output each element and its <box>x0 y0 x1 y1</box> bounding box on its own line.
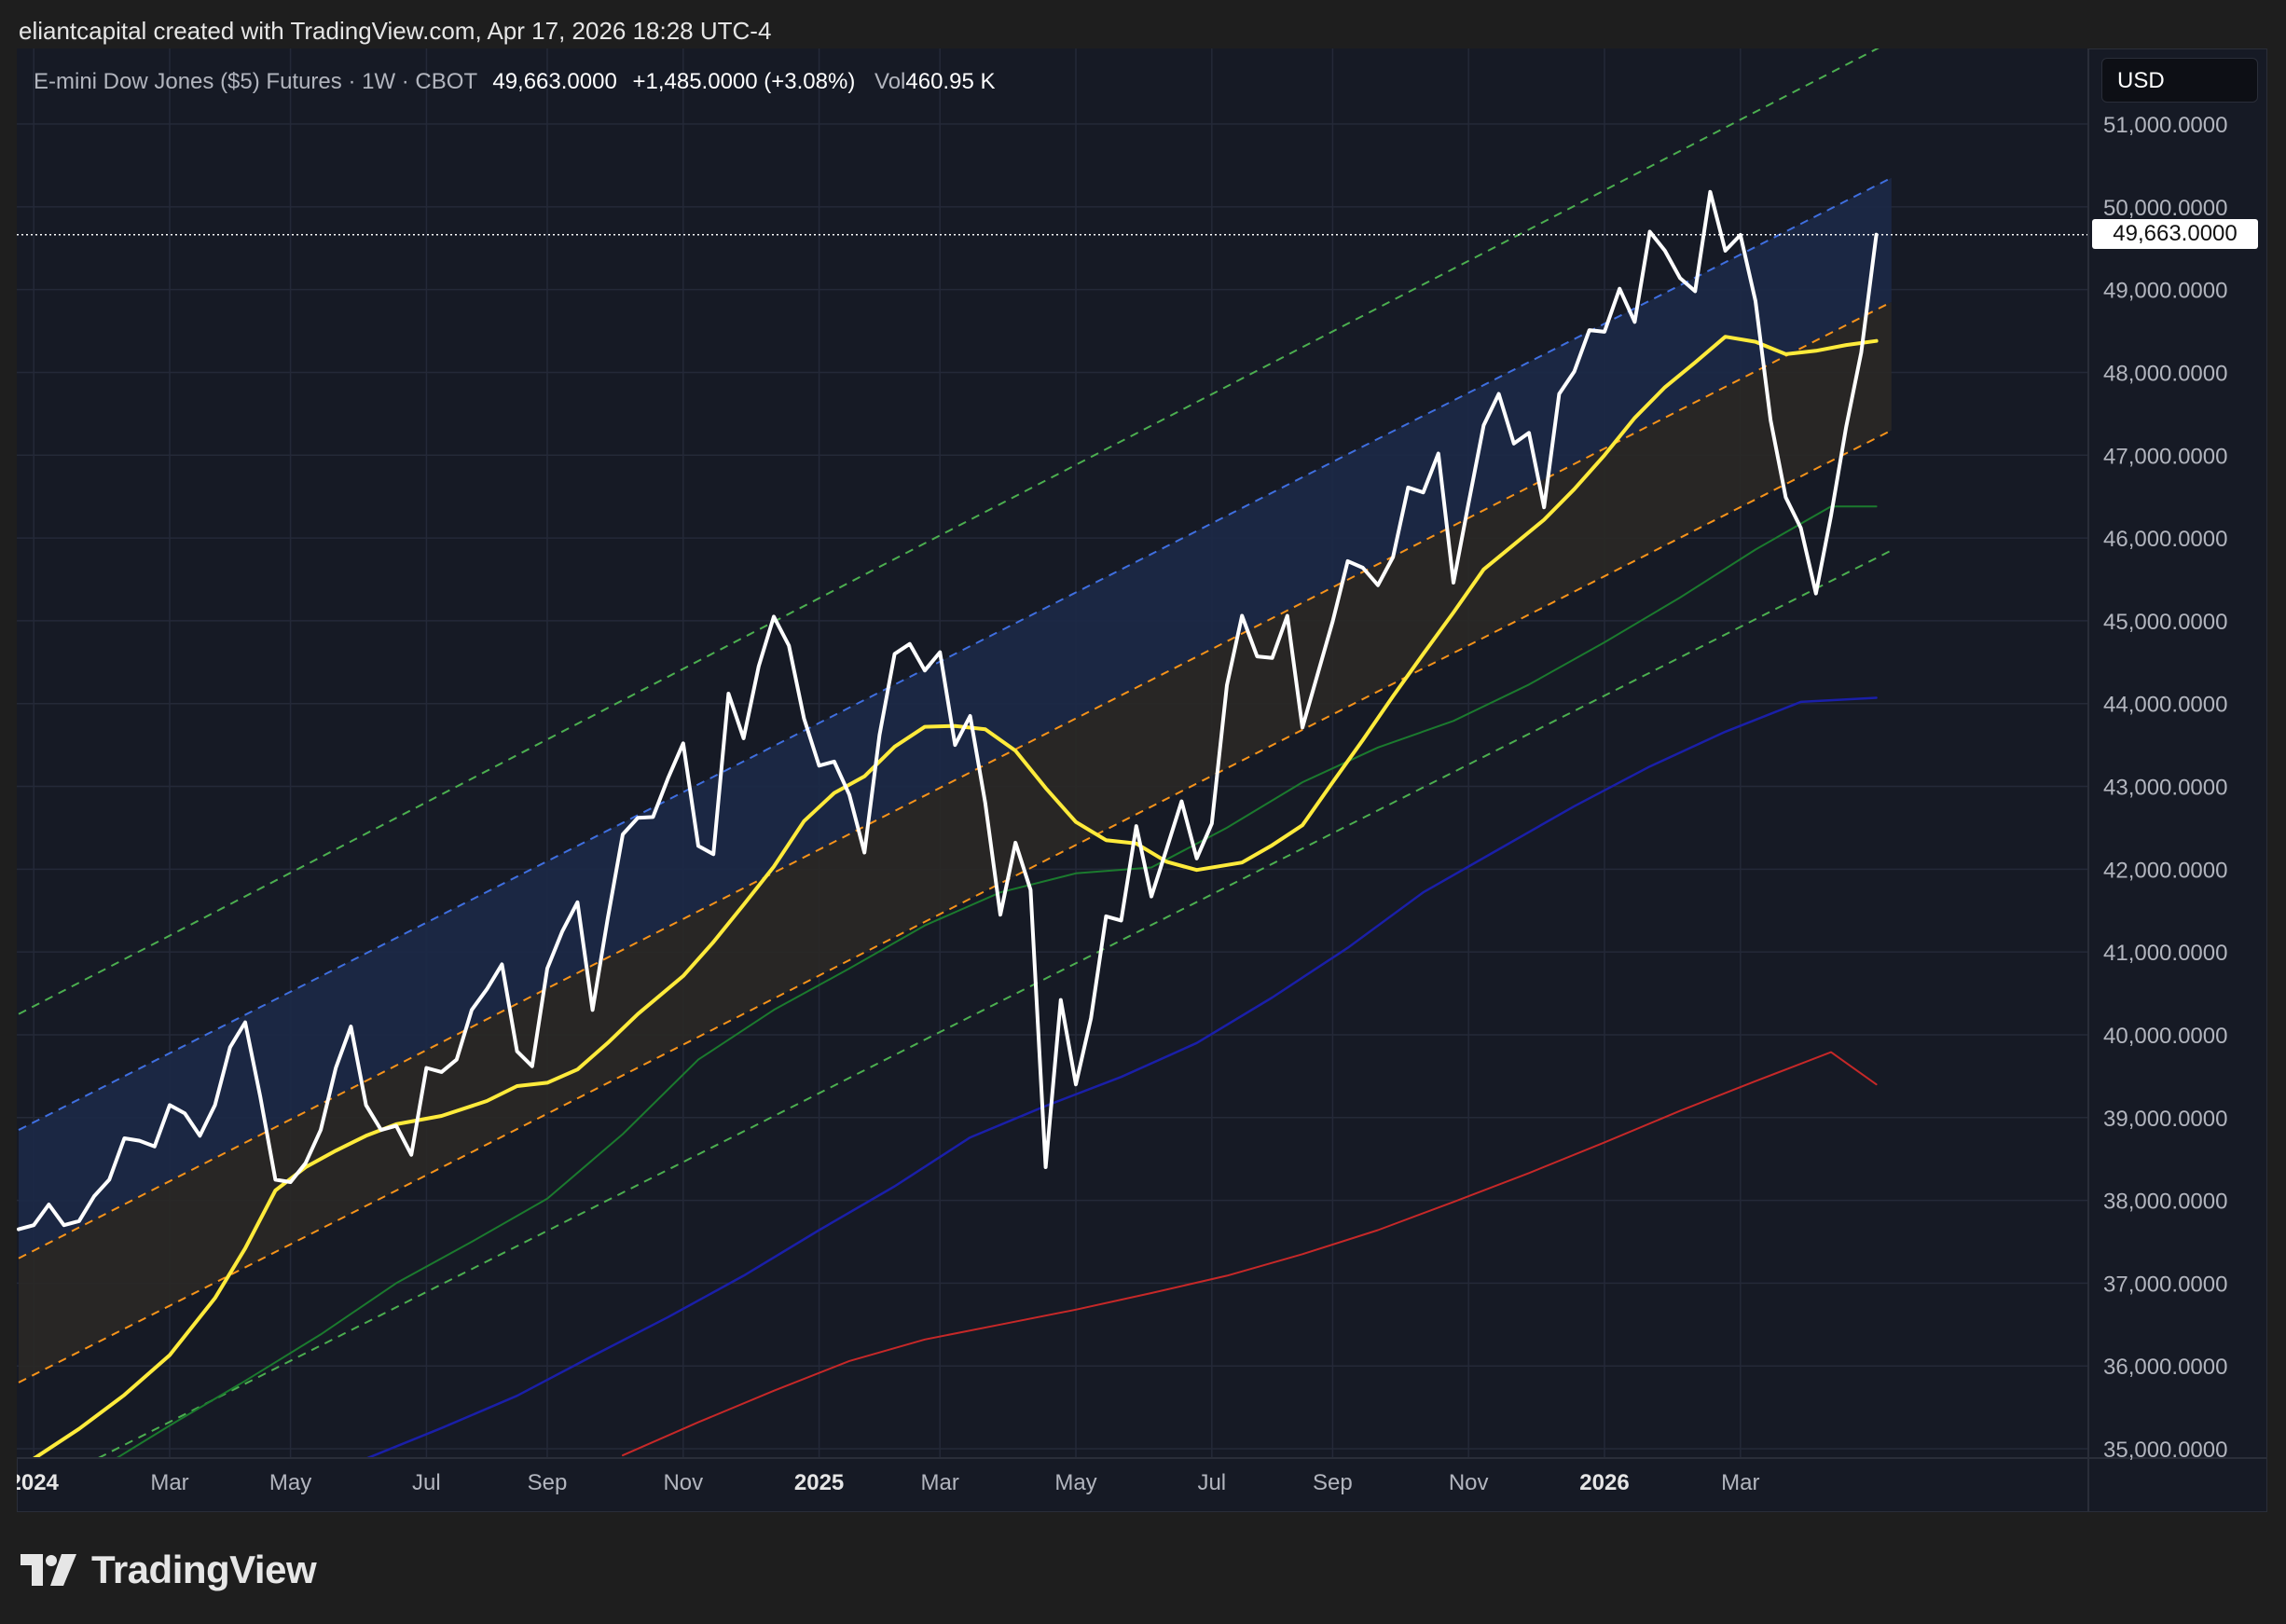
ma-green-series <box>115 505 1878 1458</box>
x-tick-label: 2026 <box>1579 1470 1629 1495</box>
channel-orange-lower-line <box>18 429 1893 1383</box>
price-chart[interactable]: 51,000.0000 50,000.0000 49,000.0000 48,000.… <box>17 48 2267 1512</box>
volume-label: Vol <box>874 69 906 94</box>
y-tick-label: 49,000.0000 <box>2103 279 2227 304</box>
channel-blue-upper-line <box>18 176 1893 1131</box>
x-tick-label: Mar <box>921 1470 959 1495</box>
x-tick-label: Nov <box>663 1470 703 1495</box>
y-tick-label: 47,000.0000 <box>2103 444 2227 469</box>
x-tick-label: 2025 <box>794 1470 844 1495</box>
y-tick-label: 39,000.0000 <box>2103 1107 2227 1132</box>
chart-legend: E-mini Dow Jones ($5) Futures · 1W · CBO… <box>34 69 995 95</box>
y-tick-label: 51,000.0000 <box>2103 113 2227 138</box>
y-tick-label: 36,000.0000 <box>2103 1355 2227 1380</box>
price-change-value: +1,485.0000 (+3.08%) <box>632 69 856 94</box>
currency-selector[interactable]: USD <box>2101 58 2258 103</box>
y-tick-label: 43,000.0000 <box>2103 776 2227 801</box>
instrument-label: E-mini Dow Jones ($5) Futures · 1W · CBO… <box>34 69 477 94</box>
plot-area <box>17 48 2088 1458</box>
x-tick-label: Jul <box>1197 1470 1226 1495</box>
brand-name: TradingView <box>91 1548 317 1591</box>
price-series <box>17 189 1879 1232</box>
volume-value: 460.95 K <box>905 69 996 94</box>
y-tick-label: 48,000.0000 <box>2103 361 2227 386</box>
y-tick-label: 38,000.0000 <box>2103 1190 2227 1215</box>
y-tick-label: 42,000.0000 <box>2103 858 2227 883</box>
ma-red-series <box>622 1051 1878 1457</box>
tradingview-logo-icon <box>21 1554 76 1586</box>
ma-blue-series <box>365 696 1878 1458</box>
y-tick-label: 45,000.0000 <box>2103 610 2227 635</box>
y-tick-label: 50,000.0000 <box>2103 196 2227 221</box>
channel-orange-upper-line <box>18 301 1893 1259</box>
channel-band-orange <box>19 301 1892 1383</box>
x-tick-label: May <box>269 1470 311 1495</box>
x-tick-label: Sep <box>528 1470 568 1495</box>
x-tick-label: Sep <box>1313 1470 1353 1495</box>
y-tick-label: 46,000.0000 <box>2103 527 2227 552</box>
last-price-value: 49,663.0000 <box>492 69 617 94</box>
channel-green-lower-line <box>96 549 1893 1458</box>
brand: TradingView <box>21 1548 317 1592</box>
x-tick-label: Nov <box>1449 1470 1489 1495</box>
x-tick-label: Mar <box>150 1470 188 1495</box>
x-tick-label: Jul <box>412 1470 441 1495</box>
y-tick-label: 37,000.0000 <box>2103 1272 2227 1297</box>
y-tick-label: 41,000.0000 <box>2103 941 2227 966</box>
y-tick-label: 44,000.0000 <box>2103 693 2227 718</box>
x-tick-label: 2024 <box>17 1470 60 1495</box>
chart-caption: eliantcapital created with TradingView.c… <box>19 17 772 45</box>
last-price-badge: 49,663.0000 <box>2092 219 2258 249</box>
x-tick-label: May <box>1054 1470 1096 1495</box>
y-tick-label: 40,000.0000 <box>2103 1024 2227 1049</box>
y-tick-label: 35,000.0000 <box>2103 1438 2227 1463</box>
x-tick-label: Mar <box>1721 1470 1759 1495</box>
